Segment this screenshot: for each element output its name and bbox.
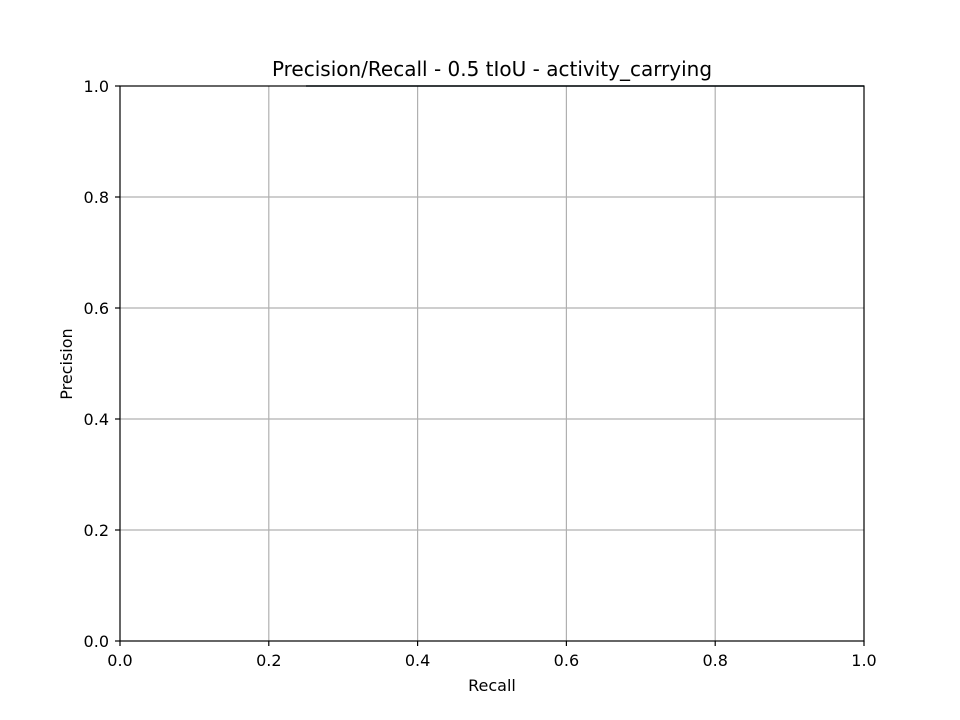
grid-lines [120,86,864,641]
plot-background [120,86,864,641]
y-axis-label: Precision [57,328,76,399]
y-tick-label: 1.0 [84,77,109,96]
x-tick-label: 1.0 [851,651,876,670]
chart-title: Precision/Recall - 0.5 tIoU - activity_c… [272,57,712,81]
y-tick-label: 0.8 [84,188,109,207]
x-tick-label: 0.8 [702,651,727,670]
y-tick-label: 0.2 [84,521,109,540]
y-tick-label: 0.0 [84,632,109,651]
x-tick-label: 0.0 [107,651,132,670]
y-axis-ticks: 0.0 0.2 0.4 0.6 0.8 1.0 [84,77,120,651]
x-axis-ticks: 0.0 0.2 0.4 0.6 0.8 1.0 [107,641,877,670]
x-tick-label: 0.2 [256,651,281,670]
y-tick-label: 0.4 [84,410,109,429]
y-tick-label: 0.6 [84,299,109,318]
x-tick-label: 0.4 [405,651,430,670]
x-axis-label: Recall [468,676,516,695]
plot-frame [119,85,865,642]
x-tick-label: 0.6 [554,651,579,670]
